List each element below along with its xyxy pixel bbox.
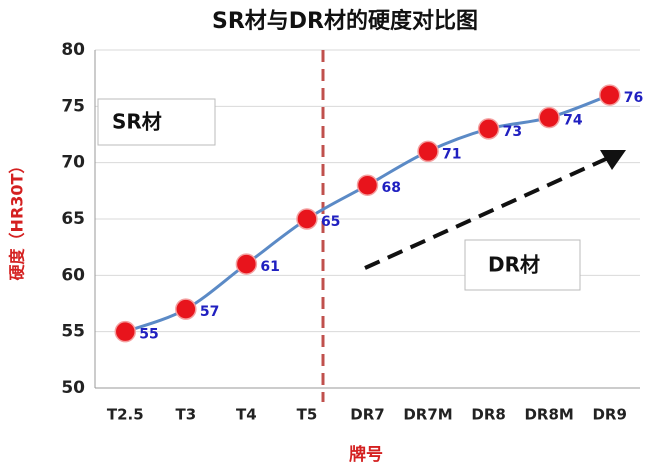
y-tick-label: 65 [61,209,85,229]
x-tick-label: DR7M [403,406,452,424]
annotation: SR材 [112,110,162,134]
y-tick-label: 60 [61,265,85,285]
value-label: 68 [382,180,401,196]
x-tick-label: T5 [297,406,318,424]
x-tick-label: DR9 [592,406,626,424]
x-tick-label: DR7 [350,406,384,424]
x-tick-label: DR8M [524,406,573,424]
x-tick-label: T4 [236,406,257,424]
value-label: 65 [321,214,340,230]
point [538,106,560,129]
annotation-box [97,98,216,146]
point [296,208,318,230]
point [235,253,258,275]
y-tick-label: 50 [61,378,85,398]
trend-arrow [364,156,609,270]
annotation-box [464,239,581,291]
y-axis-label: 硬度（HR30T） [8,158,27,281]
point [598,84,621,106]
y-tick-label: 80 [61,40,85,60]
x-tick-label: T3 [175,406,196,424]
value-label: 74 [563,113,583,129]
point [175,298,197,320]
chart-title: SR材与DR材的硬度对比图 [212,8,478,34]
y-tick-label: 55 [61,322,85,342]
value-label: 73 [503,124,522,140]
x-tick-label: T2.5 [107,406,144,424]
point [417,140,439,163]
x-tick-label: DR8 [471,406,505,424]
annotation: DR材 [488,253,540,277]
x-axis-label: 牌号 [349,444,383,465]
value-label: 76 [624,90,643,106]
value-label: 61 [260,259,279,275]
value-label: 57 [200,304,219,320]
arrow-head [600,150,626,170]
value-label: 71 [442,146,461,162]
point [114,320,137,343]
value-label: 55 [139,327,158,343]
y-tick-label: 75 [61,96,85,116]
y-tick-label: 70 [61,153,85,173]
point [477,118,500,140]
point [356,174,379,196]
